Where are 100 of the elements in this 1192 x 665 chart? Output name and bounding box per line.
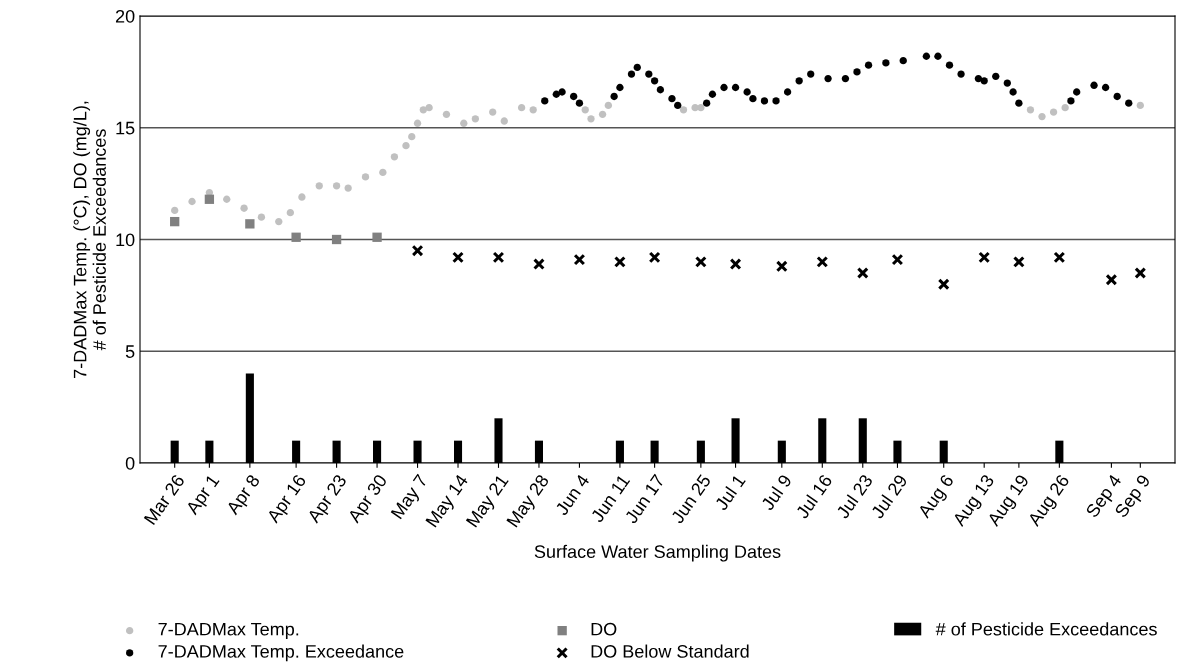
point xyxy=(573,253,586,266)
point xyxy=(257,213,266,221)
legend-label: DO xyxy=(591,622,617,636)
point xyxy=(1009,88,1017,96)
point xyxy=(1067,97,1075,105)
point xyxy=(720,83,728,92)
point xyxy=(170,216,180,227)
point xyxy=(729,258,742,271)
point xyxy=(978,251,991,264)
point xyxy=(957,70,965,78)
point xyxy=(731,83,740,92)
y-tick-label: 5 xyxy=(125,345,135,358)
point xyxy=(332,182,341,190)
point xyxy=(533,258,545,271)
point xyxy=(331,234,342,245)
point xyxy=(1038,112,1046,121)
point xyxy=(775,260,788,273)
y-tick-label: 0 xyxy=(125,456,135,470)
point xyxy=(795,77,803,85)
point xyxy=(922,52,931,60)
point xyxy=(627,70,636,78)
point xyxy=(1090,81,1098,89)
point xyxy=(937,278,950,291)
point xyxy=(899,57,907,65)
y-tick-label: 15 xyxy=(116,121,135,135)
point xyxy=(816,255,829,268)
point xyxy=(824,74,832,83)
point xyxy=(650,77,659,85)
point xyxy=(171,206,179,215)
point xyxy=(541,97,549,105)
point xyxy=(489,108,497,116)
point xyxy=(344,184,352,192)
point xyxy=(645,70,653,78)
point xyxy=(569,92,578,101)
point xyxy=(529,106,537,114)
point xyxy=(245,219,255,229)
point xyxy=(419,106,427,114)
point xyxy=(1053,251,1066,264)
point xyxy=(783,88,792,96)
point xyxy=(452,251,464,264)
x-tick-label: Mar 26 xyxy=(143,473,186,526)
point xyxy=(743,88,751,96)
point xyxy=(856,267,869,279)
point xyxy=(882,59,890,67)
x-tick-label: Jun 4 xyxy=(554,473,590,517)
point xyxy=(1105,273,1118,286)
point xyxy=(411,244,424,257)
point xyxy=(587,115,595,123)
point xyxy=(1101,83,1110,92)
point xyxy=(1015,99,1023,107)
legend-label: # of Pesticide Exceedances xyxy=(935,622,1157,636)
point xyxy=(598,110,607,119)
point xyxy=(1012,255,1025,268)
x-tick-label: Apr 30 xyxy=(346,473,391,526)
point xyxy=(581,106,589,114)
point xyxy=(945,61,954,69)
point xyxy=(275,217,283,226)
point xyxy=(807,70,815,78)
point xyxy=(552,90,560,98)
point xyxy=(1073,88,1081,96)
point xyxy=(402,141,410,150)
point xyxy=(974,74,983,83)
legend-label: 7-DADMax Temp. Exceedance xyxy=(158,644,404,662)
point xyxy=(841,74,850,83)
legend-label: DO Below Standard xyxy=(591,644,749,658)
point xyxy=(492,251,505,264)
point xyxy=(517,103,526,112)
point xyxy=(442,110,451,119)
point xyxy=(1049,108,1058,116)
x-tick-label: Apr 1 xyxy=(185,473,223,518)
point xyxy=(749,95,757,103)
point xyxy=(648,251,661,264)
point xyxy=(656,86,665,94)
point xyxy=(390,153,399,161)
point xyxy=(980,77,988,85)
point xyxy=(291,232,301,242)
point xyxy=(298,193,306,201)
point xyxy=(864,61,873,69)
point xyxy=(674,101,682,110)
point xyxy=(1061,103,1069,112)
point xyxy=(1113,92,1121,101)
legend-label: 7-DADMax Temp. xyxy=(158,622,299,640)
x-tick-label: Jul 9 xyxy=(760,473,793,512)
x-axis-title: Surface Water Sampling Dates xyxy=(534,544,781,562)
point xyxy=(315,182,323,190)
point xyxy=(934,52,942,60)
point xyxy=(772,97,780,105)
point xyxy=(1136,101,1144,110)
point xyxy=(679,106,688,114)
point xyxy=(633,63,641,72)
y-tick-label: 20 xyxy=(115,9,135,23)
point xyxy=(694,255,707,268)
x-tick-label: Jul 16 xyxy=(794,473,833,520)
point xyxy=(610,92,618,101)
point xyxy=(471,115,480,123)
point xyxy=(361,173,370,181)
point xyxy=(613,255,626,268)
y-axis-title: 7-DADMax Temp. (°C), DO (mg/L), # of Pesticide Exceedances xyxy=(73,101,106,378)
point xyxy=(188,197,196,206)
point xyxy=(702,99,711,107)
